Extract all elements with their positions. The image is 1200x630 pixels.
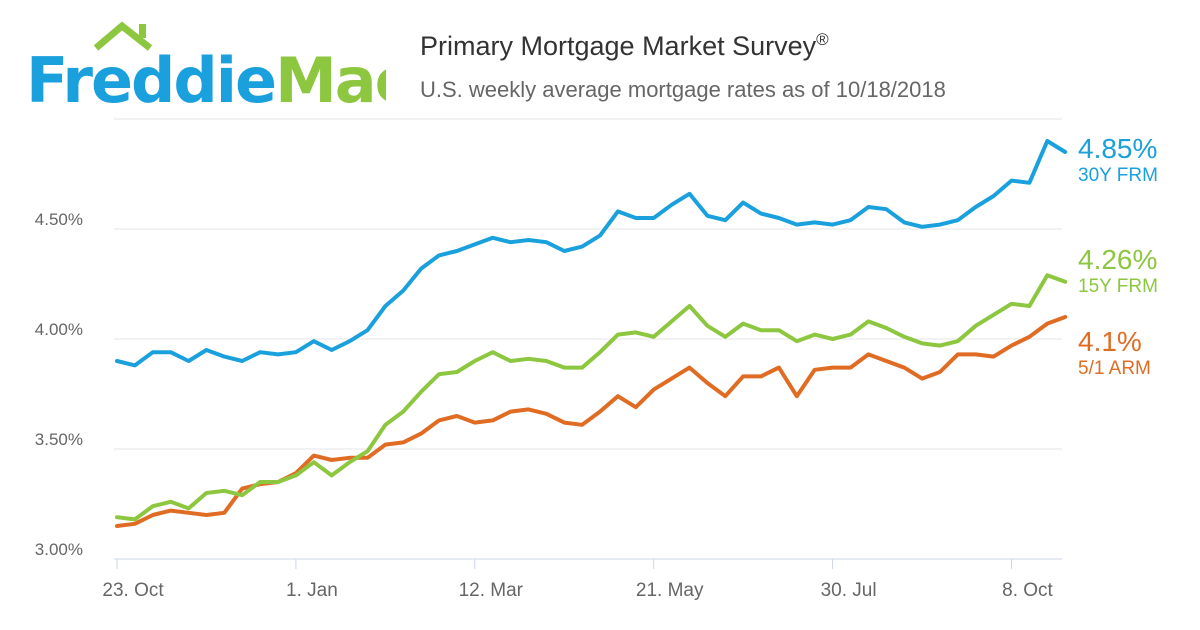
latest-arm-name: 5/1 ARM [1078, 358, 1151, 379]
y-tick-label: 3.50% [35, 430, 83, 449]
latest-30y-value: 4.85% [1078, 133, 1158, 164]
x-tick-label: 12. Mar [459, 580, 524, 601]
x-tick-label: 1. Jan [286, 580, 338, 601]
x-tick-label: 23. Oct [102, 580, 164, 601]
series-line-30y-frm [115, 139, 1068, 368]
registered-mark: ® [816, 30, 829, 49]
freddie-mac-logo: FreddieMac [26, 21, 386, 116]
latest-15y-value: 4.26% [1078, 244, 1158, 275]
x-tick-label: 8. Oct [1002, 580, 1053, 601]
svg-text:FreddieMac: FreddieMac [26, 44, 386, 116]
latest-15y-name: 15Y FRM [1078, 276, 1158, 297]
chart-title: Primary Mortgage Market Survey® [420, 30, 829, 62]
label-arm: 4.1% 5/1 ARM [1078, 326, 1151, 380]
chart-title-text: Primary Mortgage Market Survey [420, 31, 817, 61]
chart-subtitle: U.S. weekly average mortgage rates as of… [420, 77, 946, 102]
x-tick-label: 21. May [636, 580, 704, 601]
series-line-5-1-arm [115, 315, 1068, 528]
logo-chimney-icon [139, 24, 146, 38]
logo-text-freddie: Freddie [26, 44, 275, 116]
label-30y: 4.85% 30Y FRM [1078, 133, 1158, 187]
latest-30y-name: 30Y FRM [1078, 165, 1158, 186]
label-15y: 4.26% 15Y FRM [1078, 244, 1158, 298]
logo-roof-icon [93, 21, 153, 51]
x-tick-label: 30. Jul [821, 580, 877, 601]
series-line-15y-frm [115, 273, 1068, 522]
logo-text-mac: Mac [275, 44, 386, 116]
latest-arm-value: 4.1% [1078, 326, 1142, 357]
y-tick-label: 4.00% [35, 320, 83, 339]
y-tick-label: 4.50% [35, 210, 83, 229]
y-tick-label: 3.00% [35, 540, 83, 559]
